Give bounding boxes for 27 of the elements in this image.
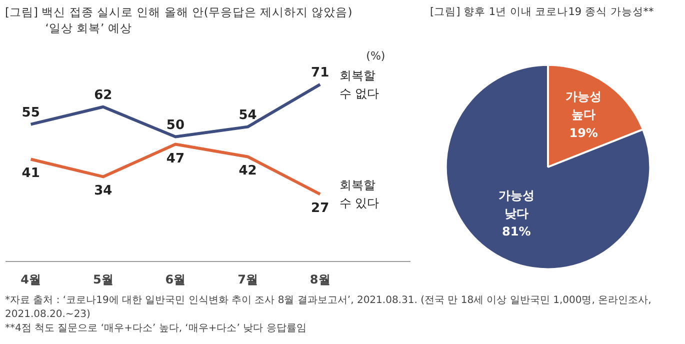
series-label: 회복할 수 있다	[339, 178, 380, 210]
data-label: 55	[22, 105, 40, 120]
series-label: 회복할 수 없다	[339, 68, 380, 101]
x-tick-label: 5월	[92, 272, 114, 286]
x-tick-label: 7월	[238, 272, 258, 286]
chart-title: [그림] 백신 접종 실시로 인해 올해 안(무응답은 제시하지 않았음)	[5, 5, 352, 19]
slice-label: 가능성 높다	[566, 89, 602, 122]
text: **4점 척도 질문으로 ‘매우+다소’ 높다, ‘매우+다소’ 낮다 응답률임	[5, 323, 306, 334]
data-label: 54	[238, 108, 257, 123]
data-label: 71	[311, 65, 330, 80]
data-label: 42	[238, 164, 257, 179]
data-label: 50	[166, 118, 185, 133]
data-label: 27	[311, 201, 330, 216]
chart-subtitle: ‘일상 회복’ 예상	[45, 20, 132, 35]
x-tick-label: 6월	[165, 272, 186, 286]
chart-title: [그림] 향후 1년 이내 코로나19 종식 가능성**	[430, 5, 654, 20]
x-tick-label: 8월	[310, 272, 330, 286]
data-label: 62	[94, 88, 112, 103]
data-label: 34	[94, 184, 112, 199]
data-label: 81%	[502, 224, 531, 239]
data-label: 47	[166, 151, 185, 166]
data-label: 41	[22, 166, 40, 182]
slice-label: 가능성 낮다	[498, 188, 534, 220]
data-label: 19%	[569, 126, 598, 140]
text: *자료 출처 : ‘코로나19에 대한 일반국민 인식변화 추이 조사 8월 결과보고서’, 2021.08.31. (전국 만 18세 이상 일반국민 1,000명, 온라인조사, 2021.08.20.~23)	[5, 295, 652, 320]
y-axis-title: (%)	[366, 50, 386, 62]
x-tick-label: 4월	[20, 272, 41, 286]
